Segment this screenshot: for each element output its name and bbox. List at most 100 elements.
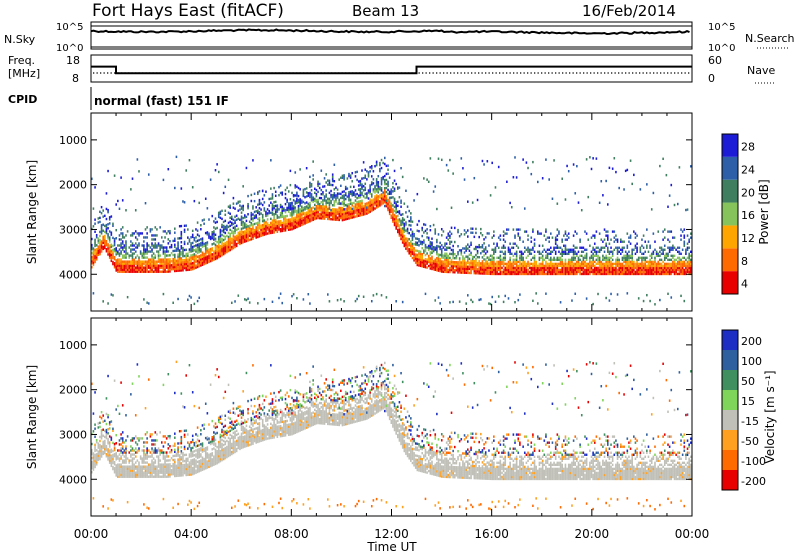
velocity-cell [117,467,119,470]
nsearch-tick-bottom: 10^0 [708,43,735,54]
power-cell [191,265,194,269]
power-cell [598,248,601,251]
power-cell [118,262,121,265]
power-cell [470,298,472,302]
power-cell [178,269,181,272]
power-cell [343,176,345,179]
power-cell [307,194,310,197]
power-cell [507,264,510,268]
power-cell [392,208,394,211]
power-cell [667,264,669,268]
power-cell [634,262,637,266]
power-cell [108,246,111,249]
power-cell [662,260,664,264]
freq-panel: Freq. [MHz] 18 8 60 0 Nave [8,54,775,85]
power-cell [221,225,223,229]
power-cell [478,272,480,275]
power-cell [512,266,515,270]
power-cell [681,262,684,266]
power-cell [244,222,246,225]
power-cell [478,268,480,271]
power-cell [344,197,347,201]
power-cell [289,202,292,205]
power-cell [611,270,614,274]
power-cell [514,258,516,262]
power-cell [242,185,244,188]
power-cell [177,269,179,272]
power-cell [232,240,235,244]
power-cell [541,260,544,264]
power-cell [418,264,420,267]
power-cell [502,256,505,260]
power-cell [427,246,430,250]
power-cell [144,202,147,205]
colorbar-segment [722,271,738,294]
power-cell [585,297,588,300]
power-cell [639,272,642,276]
power-cell [165,258,168,261]
power-cell [234,241,236,245]
power-cell [268,224,271,227]
power-cell [546,236,549,239]
power-cell [449,246,451,250]
velocity-cell [117,473,119,476]
power-cell [419,240,422,243]
power-cell [149,246,152,249]
power-cell [294,200,297,203]
velocity-cell [105,455,108,458]
power-cell [556,228,559,231]
power-cell [532,299,534,303]
power-cell [437,296,440,299]
power-cell [548,178,550,181]
power-cell [424,249,427,253]
power-cell [94,186,96,189]
power-cell [507,268,510,272]
power-cell [252,225,254,228]
power-cell [450,260,453,264]
power-cell [313,197,316,201]
power-cell [641,272,643,276]
power-cell [579,270,581,274]
power-cell [279,228,282,231]
power-cell [310,215,313,218]
power-cell [536,250,539,253]
power-cell [369,188,371,191]
power-cell [589,272,591,276]
power-cell [597,260,599,264]
power-cell [688,268,690,272]
power-cell [333,202,336,205]
power-cell [278,228,280,231]
velocity-cell [94,449,96,453]
power-cell [582,250,585,253]
power-cell [598,232,601,235]
power-cell [261,213,264,217]
power-cell [639,248,642,251]
power-cell [117,268,119,271]
power-cell [395,211,397,214]
power-cell [198,201,201,205]
power-cell [413,232,415,236]
power-cell [584,270,586,274]
power-cell [330,201,332,205]
power-cell [519,236,521,239]
power-cell [190,260,192,263]
power-cell [408,223,411,227]
power-cell [219,254,222,258]
power-cell [689,258,692,262]
power-cell [335,212,337,215]
power-cell [685,250,687,253]
power-cell [678,262,681,266]
velocity-cell [113,454,116,458]
power-cell [519,260,521,264]
power-cell [273,229,275,232]
power-cell [450,206,453,209]
power-cell [554,266,557,270]
power-cell [97,247,100,250]
power-cell [390,208,393,211]
power-cell [292,207,295,210]
power-cell [605,296,607,300]
power-cell [587,268,590,272]
power-cell [510,252,513,256]
power-cell [392,218,394,221]
power-cell [434,248,437,251]
